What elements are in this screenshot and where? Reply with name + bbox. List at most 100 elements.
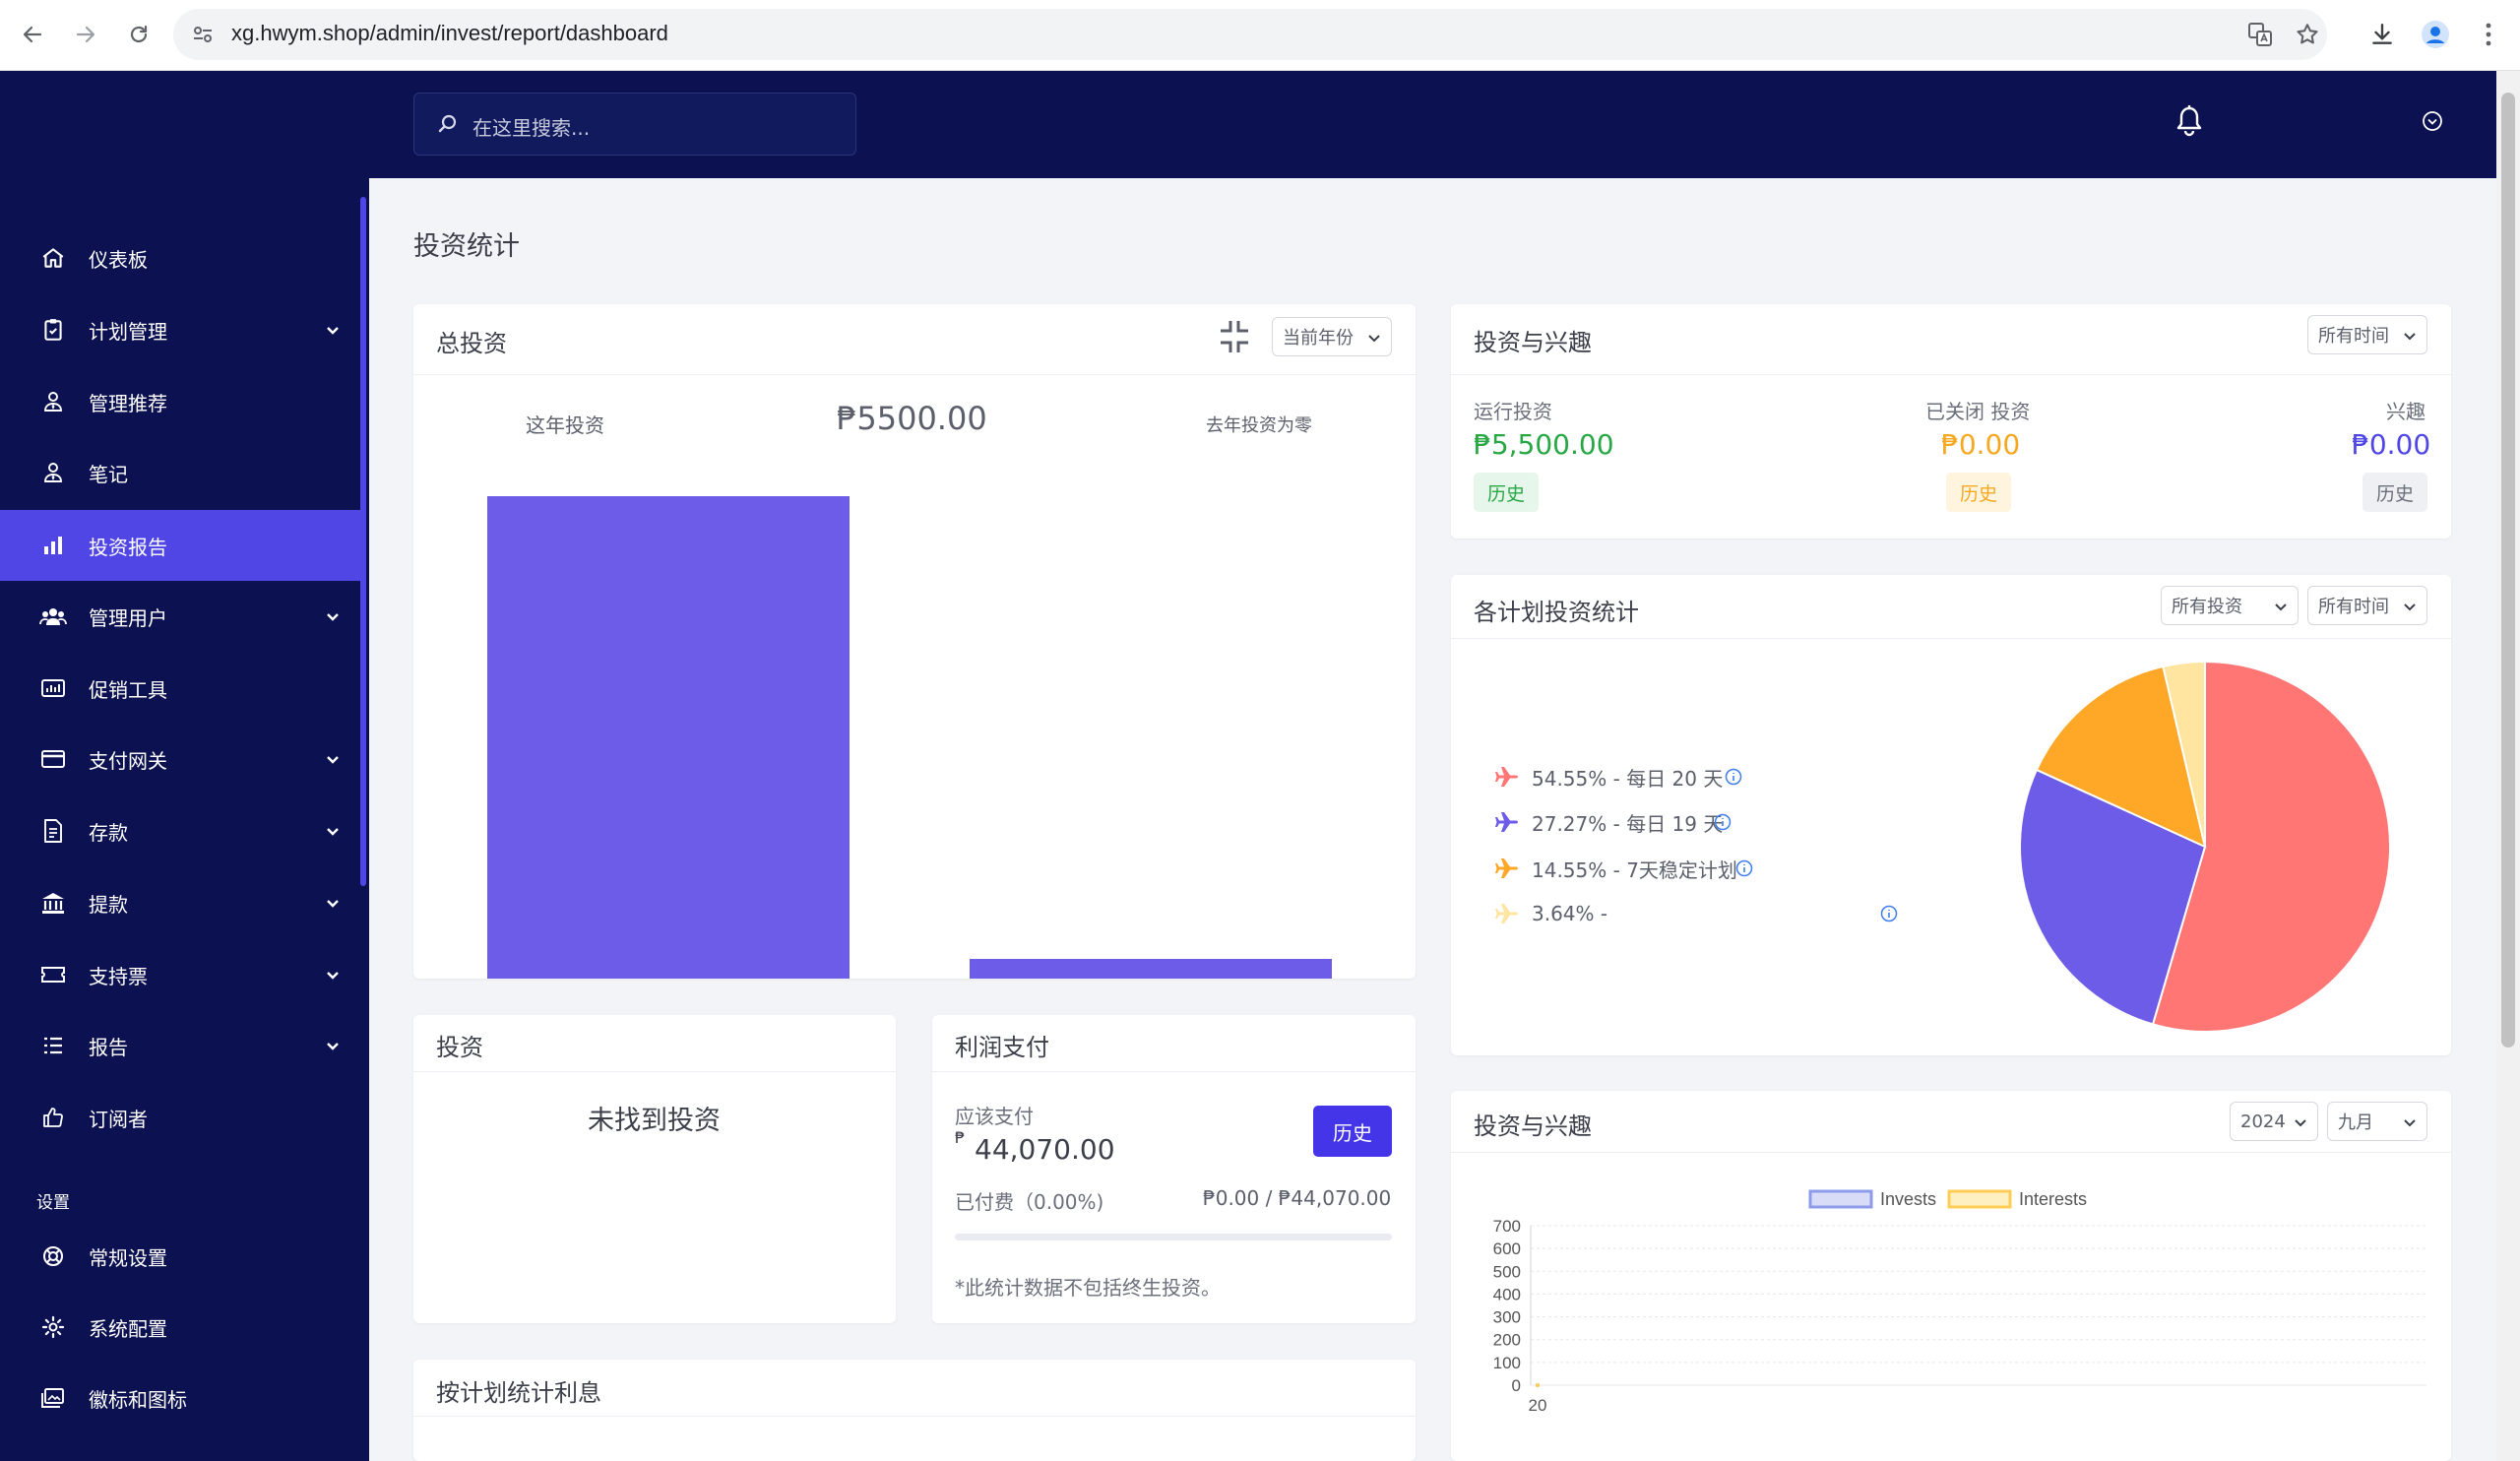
month-select-value: 九月 — [2338, 1112, 2373, 1133]
chevron-down-icon — [2274, 600, 2288, 613]
collapse-icon[interactable] — [1217, 318, 1252, 355]
pie-slice — [2035, 665, 2207, 849]
sidebar-item-dashboard[interactable]: 仪表板 — [0, 222, 364, 293]
credit-card-icon — [39, 745, 67, 773]
translate-icon[interactable] — [2242, 17, 2278, 52]
ticket-icon — [39, 961, 67, 988]
card-divider — [1451, 1152, 2451, 1153]
home-icon — [39, 244, 67, 272]
reload-icon[interactable] — [120, 16, 158, 53]
browser-menu-icon[interactable] — [2471, 17, 2506, 52]
pie-slice — [2162, 660, 2206, 848]
time-select[interactable]: 所有时间 — [2307, 586, 2427, 625]
y-tick-label: 0 — [1512, 1376, 1521, 1395]
plane-icon — [1495, 858, 1518, 878]
running-invest-label: 运行投资 — [1474, 400, 1552, 423]
empty-state-text: 未找到投资 — [588, 1106, 721, 1136]
address-bar[interactable] — [173, 9, 2327, 60]
stats-note: *此统计数据不包括终生投资。 — [955, 1276, 1221, 1300]
sidebar-item-payment-gateway[interactable]: 支付网关 — [0, 724, 364, 794]
card-title: 投资与兴趣 — [1474, 1112, 1592, 1140]
y-tick-label: 200 — [1493, 1331, 1521, 1350]
thumbs-up-icon — [39, 1104, 67, 1131]
back-icon[interactable] — [14, 16, 51, 53]
sidebar-item-subscribers[interactable]: 订阅者 — [0, 1082, 364, 1153]
month-select[interactable]: 九月 — [2327, 1102, 2427, 1141]
currency-symbol: ₱ — [955, 1128, 966, 1147]
sidebar-item-label: 管理推荐 — [89, 391, 167, 415]
sidebar-item-label: 提款 — [89, 892, 128, 917]
y-tick-label: 400 — [1493, 1285, 1521, 1303]
year-select[interactable]: 2024 — [2230, 1102, 2318, 1141]
sidebar-item-label: 促销工具 — [89, 677, 167, 702]
sidebar — [0, 71, 369, 1461]
sidebar-item-label: 笔记 — [89, 462, 128, 486]
bell-icon[interactable] — [2174, 104, 2205, 138]
period-select[interactable]: 当前年份 — [1272, 317, 1392, 356]
life-ring-icon — [39, 1242, 67, 1270]
sidebar-item-deposits[interactable]: 存款 — [0, 795, 364, 866]
sidebar-section-label: 设置 — [36, 1193, 70, 1213]
total-invest-amount: ₱5500.00 — [837, 400, 987, 437]
pie-legend-item: 54.55% - 每日 20 天 — [1494, 763, 1723, 791]
sidebar-item-label: 计划管理 — [89, 319, 167, 344]
sidebar-item-label: 投资报告 — [89, 535, 167, 559]
history-label: 历史 — [2375, 482, 2414, 505]
sidebar-item-label: 管理用户 — [89, 605, 167, 630]
info-icon[interactable] — [1714, 813, 1732, 831]
site-info-icon[interactable] — [185, 17, 220, 52]
history-label: 历史 — [1959, 482, 1997, 505]
time-select[interactable]: 所有时间 — [2307, 315, 2427, 354]
invest-interest-line-chart: 700 600 500 400 300 200 100 0 20 Invests Interests — [1493, 1189, 2426, 1415]
sidebar-item-system-config[interactable]: 系统配置 — [0, 1292, 364, 1363]
forward-icon[interactable] — [67, 16, 104, 53]
sidebar-item-logo-favicon[interactable]: 徽标和图标 — [0, 1363, 364, 1433]
sidebar-item-reports[interactable]: 报告 — [0, 1010, 364, 1081]
chevron-down-icon — [2294, 1115, 2307, 1129]
card-title: 总投资 — [436, 330, 507, 357]
card-divider — [1451, 374, 2451, 375]
time-select-value: 所有时间 — [2318, 597, 2389, 617]
interest-history-button[interactable]: 历史 — [2362, 473, 2427, 512]
sidebar-item-plan-management[interactable]: 计划管理 — [0, 294, 364, 365]
running-history-button[interactable]: 历史 — [1474, 473, 1539, 512]
sidebar-item-referral[interactable]: 管理推荐 — [0, 366, 364, 437]
info-icon[interactable] — [1880, 905, 1898, 922]
plan-pie-chart — [2019, 660, 2391, 1033]
info-icon[interactable] — [1725, 768, 1742, 786]
interest-value: ₱0.00 — [2352, 428, 2431, 461]
search-placeholder[interactable]: 在这里搜索... — [472, 116, 591, 140]
year-select-value: 2024 — [2240, 1111, 2286, 1132]
sidebar-item-withdrawals[interactable]: 提款 — [0, 867, 364, 938]
download-icon[interactable] — [2364, 17, 2400, 52]
pie-legend-text: 27.27% - 每日 19 天 — [1532, 811, 1724, 836]
url-text[interactable]: xg.hwym.shop/admin/invest/report/dashboa… — [231, 21, 668, 45]
chevron-down-icon — [323, 893, 343, 913]
user-tie-icon — [39, 459, 67, 486]
y-tick-label: 600 — [1493, 1239, 1521, 1258]
pie-legend-item: 27.27% - 每日 19 天 — [1494, 808, 1723, 836]
closed-history-button[interactable]: 历史 — [1946, 473, 2011, 512]
bar — [970, 959, 1332, 979]
invest-filter-select[interactable]: 所有投资 — [2161, 586, 2299, 625]
page-title: 投资统计 — [413, 231, 520, 262]
sidebar-item-promotion-tools[interactable]: 促销工具 — [0, 653, 364, 724]
sidebar-item-label: 仪表板 — [89, 247, 148, 272]
search-icon — [436, 112, 460, 136]
bank-icon — [39, 889, 67, 917]
user-menu-chevron-icon[interactable] — [2422, 110, 2443, 132]
pie-slice — [2019, 768, 2207, 1026]
sidebar-item-invest-report[interactable]: 投资报告 — [0, 510, 364, 581]
sidebar-item-general-settings[interactable]: 常规设置 — [0, 1221, 364, 1292]
search-input[interactable] — [413, 93, 856, 156]
plane-icon — [1495, 904, 1518, 923]
bar — [487, 496, 850, 979]
history-button[interactable]: 历史 — [1313, 1106, 1392, 1157]
profile-avatar-icon[interactable] — [2418, 17, 2453, 52]
sidebar-item-notes[interactable]: 笔记 — [0, 437, 364, 508]
bookmark-star-icon[interactable] — [2290, 17, 2325, 52]
info-icon[interactable] — [1735, 859, 1753, 877]
sidebar-item-support-tickets[interactable]: 支持票 — [0, 939, 364, 1010]
page-scrollbar-thumb[interactable] — [2501, 93, 2515, 1048]
sidebar-item-manage-users[interactable]: 管理用户 — [0, 581, 364, 652]
